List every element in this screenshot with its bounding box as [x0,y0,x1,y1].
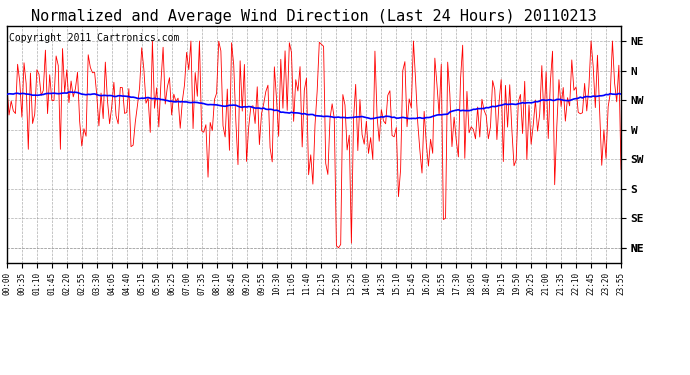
Title: Normalized and Average Wind Direction (Last 24 Hours) 20110213: Normalized and Average Wind Direction (L… [31,9,597,24]
Text: Copyright 2011 Cartronics.com: Copyright 2011 Cartronics.com [9,33,179,44]
